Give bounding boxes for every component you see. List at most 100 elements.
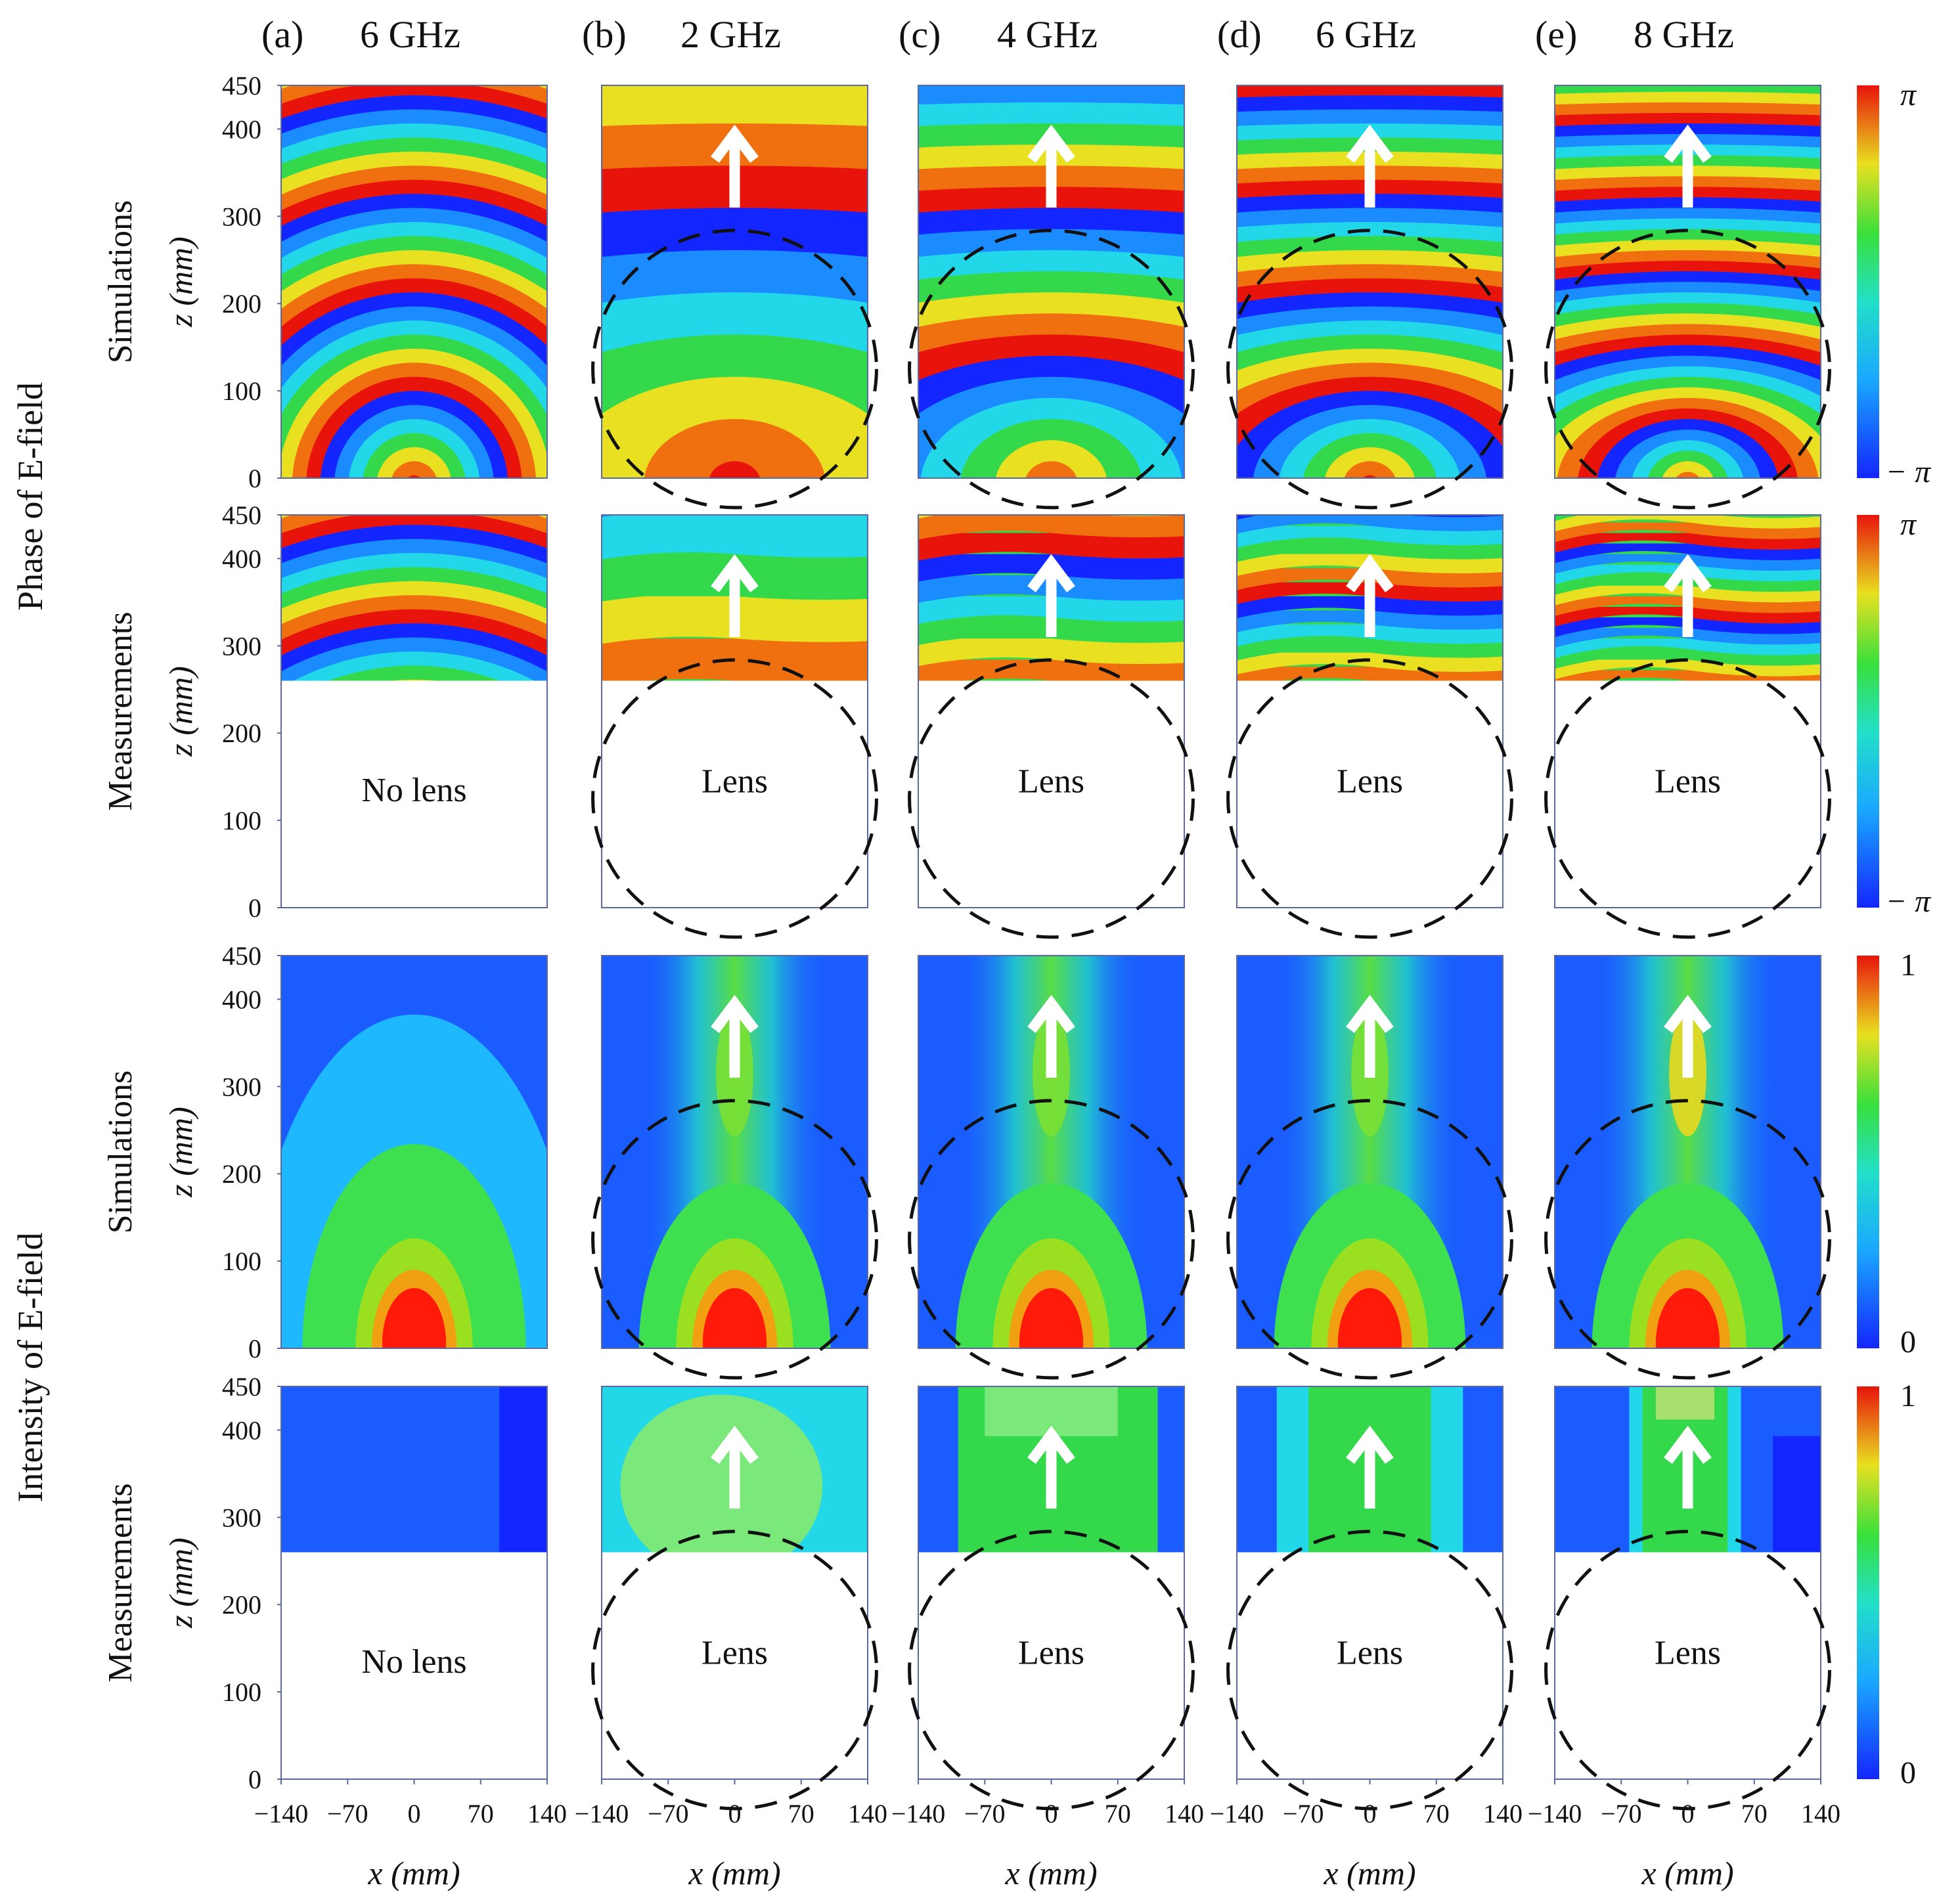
column-frequency: 6 GHz [1316,13,1416,56]
phase-sim-panel-a [281,85,547,478]
z-tick-label: 300 [222,202,261,231]
z-tick-label: 400 [222,984,261,1014]
z-tick-label: 100 [222,376,261,406]
panel-frame [601,955,868,1349]
lens-label: Lens [1337,1635,1403,1672]
phase-band [363,862,466,965]
column-frequency: 6 GHz [360,13,460,56]
x-tick-label: 0 [728,1799,742,1828]
phase-meas-panel-a [281,515,547,965]
intensity-fill [281,956,547,1348]
intensity-peak [702,1288,767,1348]
propagation-arrow [1664,124,1712,208]
propagation-arrow [1027,1425,1075,1509]
column-frequency: 4 GHz [997,13,1098,56]
z-tick-label: 450 [222,1372,261,1402]
phase-band [1237,652,1503,675]
phase-band [376,877,451,952]
phase-bands [281,515,547,965]
phase-band [1237,540,1503,562]
lens-label: Lens [1655,1635,1721,1672]
row-label: Simulations [102,1071,139,1233]
lens-outline [1226,1099,1513,1380]
z-tick-label: 0 [248,1765,261,1794]
x-tick-label: 0 [1364,1799,1377,1828]
propagation-arrow [1346,994,1394,1078]
propagation-arrow [711,554,759,638]
row-label: Measurements [102,1483,139,1682]
x-tick-label: −140 [575,1799,629,1828]
z-tick-label: 0 [248,893,261,923]
z-tick-label: 400 [222,114,261,144]
lens-outline [908,1530,1195,1811]
x-tick-label: 0 [408,1799,421,1828]
phase-sim-panel-b [602,85,868,478]
x-axis-title: x (mm) [367,1855,460,1891]
intensity-region [620,1394,823,1553]
colorbar-min-label: 0 [1900,1325,1916,1359]
propagation-arrow [1346,554,1394,638]
column-letter: (d) [1217,13,1262,56]
z-tick-label: 450 [222,71,261,100]
propagation-arrow [711,124,759,208]
x-tick-label: −70 [327,1799,368,1828]
lens-outline [1544,229,1831,510]
phase-band [918,515,1184,540]
colorbar-max-label: π [1900,77,1917,112]
x-tick-label: 140 [1483,1799,1523,1828]
overlay-layer [277,85,1879,1811]
z-tick-label: 100 [222,1677,261,1707]
x-tick-label: −70 [648,1799,689,1828]
lens-outline [908,1099,1195,1380]
x-tick-label: −140 [1210,1799,1264,1828]
row-label: Simulations [102,200,139,363]
panel-frame [280,85,548,479]
propagation-arrow [1346,124,1394,208]
phase-band [1555,239,1821,478]
z-axis-title: z (mm) [162,666,199,757]
x-tick-label: 140 [1801,1799,1840,1828]
column-letter: (a) [261,13,303,56]
group-label-phase: Phase of E-field [11,382,50,611]
intensity-peak [1337,1288,1402,1348]
x-tick-label: −70 [964,1799,1006,1828]
lens-outline [1226,658,1513,939]
x-tick-label: −140 [1528,1799,1582,1828]
panel-frame [918,514,1185,908]
column-letter: (e) [1535,13,1577,56]
column-letter: (b) [582,13,627,56]
group-label-intensity: Intensity of E-field [11,1233,50,1503]
lens-outline [1226,1530,1513,1811]
z-tick-label: 300 [222,1503,261,1532]
intensity-dark-region [1773,1436,1821,1553]
lens-outline [908,229,1195,510]
phase-band [918,638,1184,667]
x-tick-label: 70 [1105,1799,1131,1828]
x-tick-label: 0 [1682,1799,1695,1828]
intensity-fill [602,956,868,1348]
phase-band [1362,475,1377,478]
z-tick-label: 450 [222,500,261,530]
lens-label: Lens [1655,763,1721,801]
phase-band [1555,680,1821,700]
x-tick-label: −140 [891,1799,946,1828]
lens-outline [591,1099,878,1380]
intensity-sim-panel-d [1237,956,1503,1348]
x-axis-title: x (mm) [688,1855,780,1891]
colorbar [1857,956,1879,1348]
phase-band [1662,461,1714,478]
colorbar-max-label: 1 [1900,1379,1916,1413]
phase-band [602,515,868,560]
colorbar [1857,85,1879,478]
lens-outline [591,229,878,510]
phase-band [644,419,826,478]
lens-outline [591,1530,878,1811]
phase-meas-panel-b [602,515,868,681]
panel-frame [601,514,868,908]
phase-bands [602,515,868,681]
intensity-fill [1237,956,1503,1348]
colorbar [1857,515,1879,908]
x-tick-label: −70 [1601,1799,1642,1828]
phase-band [407,475,421,478]
